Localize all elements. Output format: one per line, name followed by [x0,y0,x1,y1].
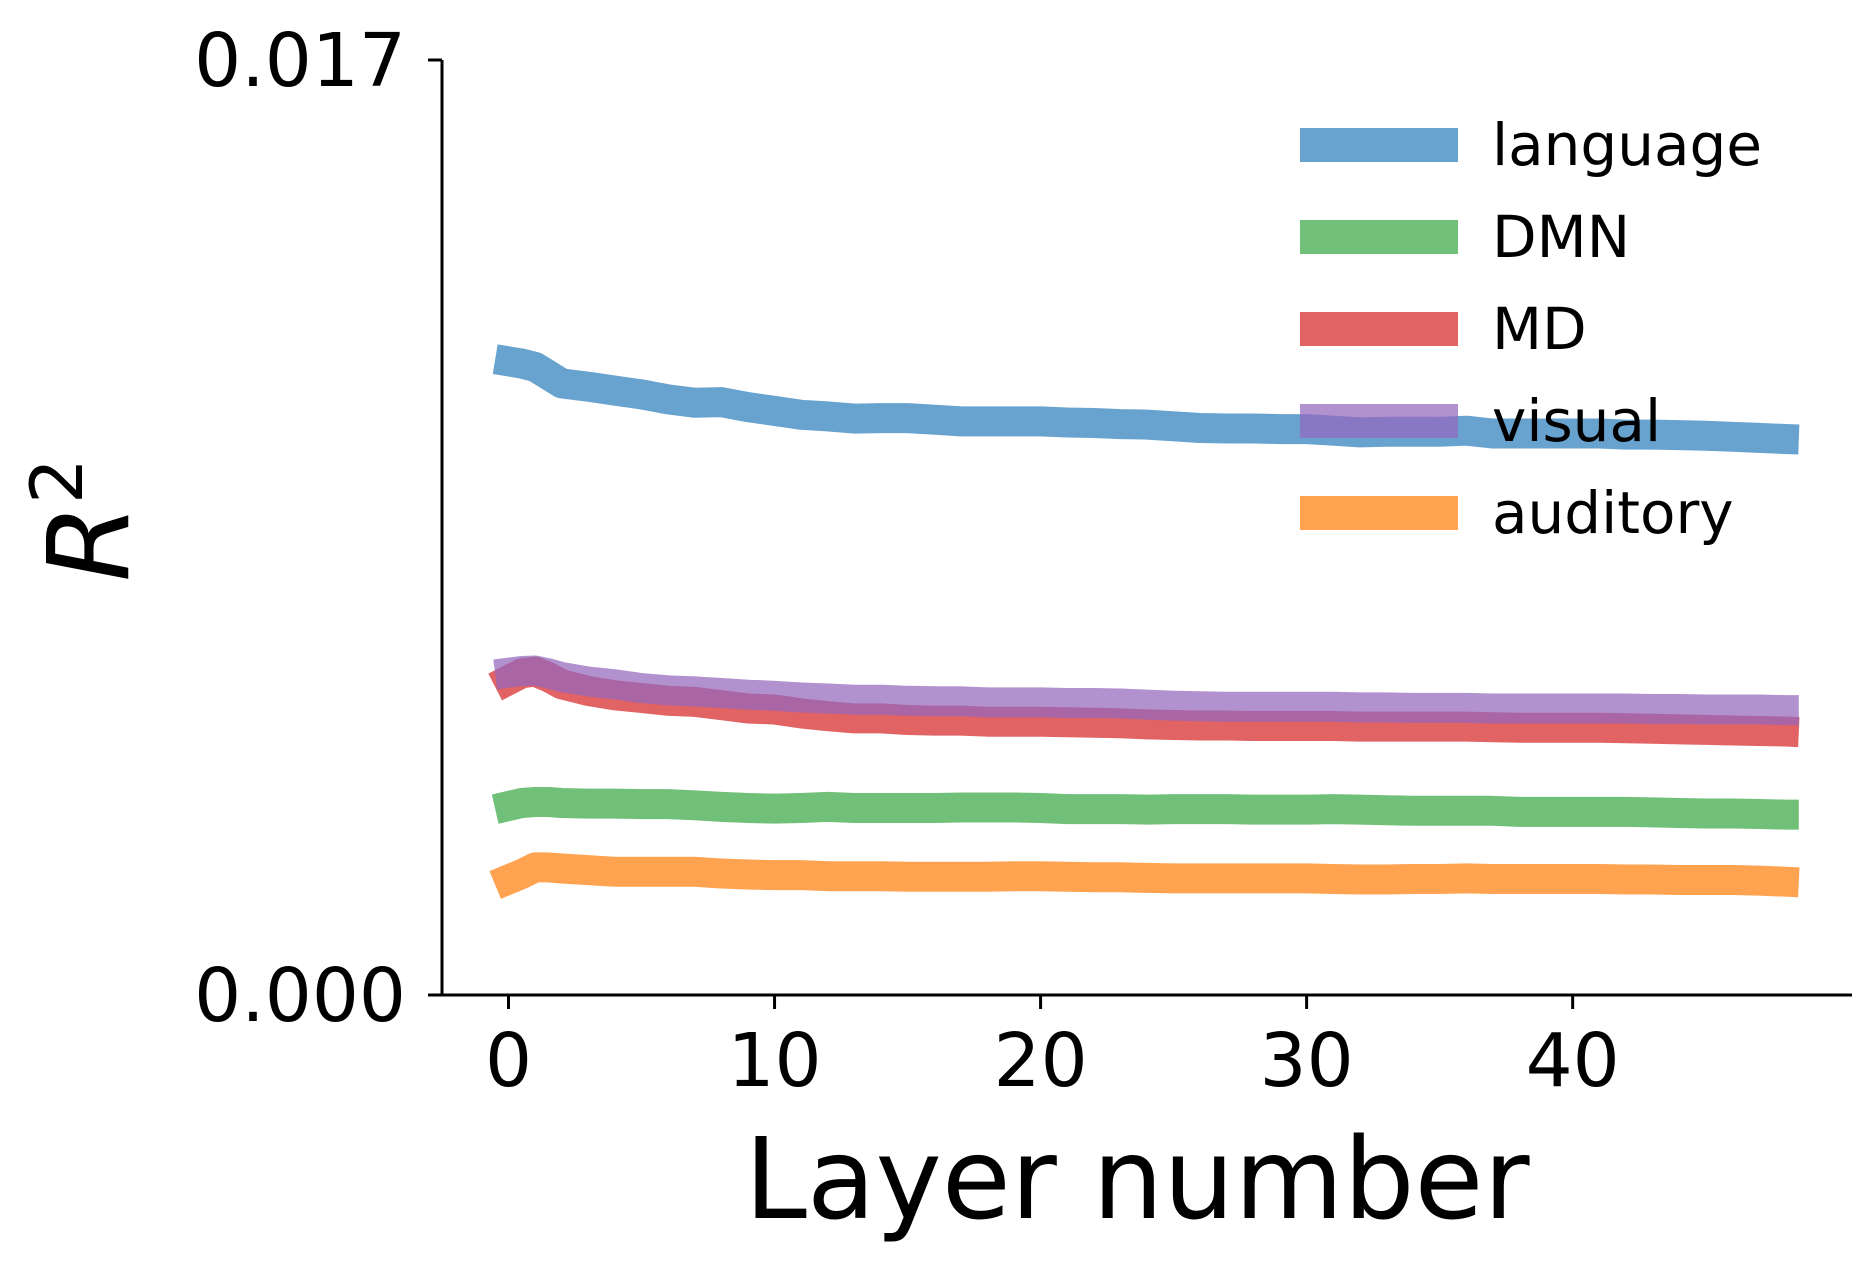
series-line-visual [493,655,1801,726]
series-line-auditory [489,852,1801,899]
y-tick-label: 0.017 [194,18,406,104]
x-tick-label: 30 [1260,1018,1354,1104]
y-axis-title-superscript: 2 [15,458,99,504]
y-axis-title: R2 [15,458,155,582]
x-tick-label: 0 [485,1018,532,1104]
x-ticks: 0 10 20 30 40 [485,995,1620,1104]
y-ticks: 0.000 0.017 [194,18,442,1039]
legend-label-visual: visual [1492,387,1661,455]
legend-label-auditory: auditory [1492,479,1734,547]
legend-label-language: language [1492,111,1762,179]
x-tick-label: 40 [1526,1018,1620,1104]
legend-label-dmn: DMN [1492,203,1630,271]
x-axis-title: Layer number [745,1115,1531,1245]
legend: language DMN MD visual auditory [1300,111,1762,547]
series-line-language [492,344,1801,455]
svg-text:R2: R2 [15,458,155,582]
x-tick-label: 10 [727,1018,821,1104]
legend-label-md: MD [1492,295,1587,363]
y-tick-label: 0.000 [194,953,406,1039]
x-tick-label: 20 [993,1018,1087,1104]
y-axis-title-base: R [25,504,155,582]
series-layer [488,344,1801,899]
series-line-dmn [491,787,1801,830]
